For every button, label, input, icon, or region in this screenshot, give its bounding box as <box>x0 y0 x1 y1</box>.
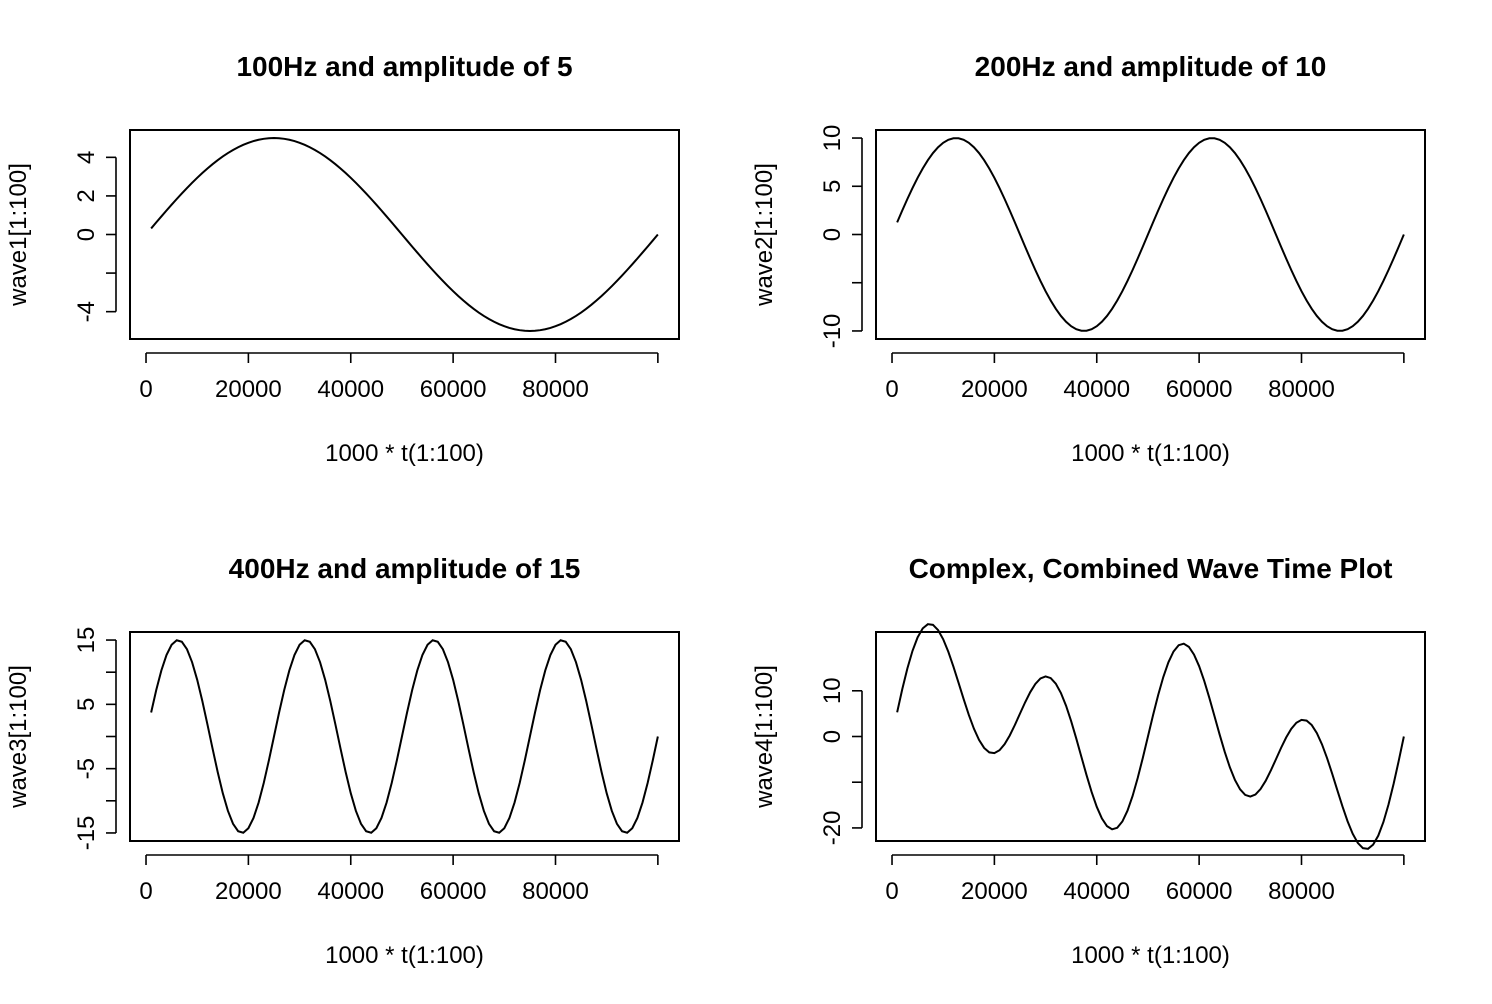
chart-title: Complex, Combined Wave Time Plot <box>909 553 1393 584</box>
x-tick-label: 40000 <box>317 376 384 403</box>
x-tick-label: 20000 <box>961 878 1028 905</box>
y-tick-label: 10 <box>819 125 846 152</box>
y-axis-label: wave3[1:100] <box>5 665 32 809</box>
y-tick-label: -5 <box>73 758 100 779</box>
x-tick-label: 20000 <box>215 878 282 905</box>
x-axis-label: 1000 * t(1:100) <box>1071 942 1230 969</box>
chart-title: 100Hz and amplitude of 5 <box>236 51 572 82</box>
x-tick-label: 0 <box>139 376 152 403</box>
x-tick-label: 60000 <box>1166 376 1233 403</box>
chart-panel-2: 200Hz and amplitude of 10 0 20000 40000 6000… <box>751 51 1426 467</box>
chart-title: 400Hz and amplitude of 15 <box>229 553 581 584</box>
y-tick-label: 4 <box>73 151 100 164</box>
x-tick-label: 0 <box>885 878 898 905</box>
x-axis-label: 1000 * t(1:100) <box>1071 440 1230 467</box>
x-tick-label: 60000 <box>420 376 487 403</box>
x-tick-label: 60000 <box>1166 878 1233 905</box>
x-tick-label: 40000 <box>317 878 384 905</box>
y-tick-label: -10 <box>819 314 846 349</box>
y-tick-label: 0 <box>819 228 846 241</box>
x-tick-label: 40000 <box>1063 878 1130 905</box>
x-tick-label: 80000 <box>522 878 589 905</box>
plot-frame <box>129 129 680 340</box>
series-line <box>150 639 659 834</box>
y-tick-label: -4 <box>73 301 100 322</box>
x-tick-label: 80000 <box>522 376 589 403</box>
plot-frame <box>129 631 680 842</box>
x-axis-label: 1000 * t(1:100) <box>325 440 484 467</box>
y-axis-label: wave1[1:100] <box>5 163 32 307</box>
plot-frame <box>875 631 1426 842</box>
x-axis-label: 1000 * t(1:100) <box>325 942 484 969</box>
x-tick-label: 20000 <box>961 376 1028 403</box>
y-tick-label: 0 <box>73 228 100 241</box>
chart-panel-4: Complex, Combined Wave Time Plot 0 20000 40… <box>751 553 1426 969</box>
plot-frame <box>875 129 1426 340</box>
chart-title: 200Hz and amplitude of 10 <box>975 51 1327 82</box>
x-tick-label: 0 <box>139 878 152 905</box>
y-tick-label: -15 <box>73 816 100 851</box>
x-tick-label: 40000 <box>1063 376 1130 403</box>
series-line <box>150 137 659 332</box>
x-tick-label: 20000 <box>215 376 282 403</box>
y-axis-label: wave4[1:100] <box>751 665 778 809</box>
y-axis-label: wave2[1:100] <box>751 163 778 307</box>
y-tick-label: 2 <box>73 189 100 202</box>
y-tick-label: 10 <box>819 677 846 704</box>
x-tick-label: 0 <box>885 376 898 403</box>
chart-panel-3: 400Hz and amplitude of 15 0 20000 40000 6000… <box>5 553 680 969</box>
y-tick-label: 15 <box>73 627 100 654</box>
y-tick-label: -20 <box>819 811 846 846</box>
y-tick-label: 5 <box>73 698 100 711</box>
x-tick-label: 60000 <box>420 878 487 905</box>
series-line <box>896 623 1405 850</box>
x-tick-label: 80000 <box>1268 878 1335 905</box>
chart-panel-1: 100Hz and amplitude of 5 0 20000 40000 60000… <box>5 51 680 467</box>
x-tick-label: 80000 <box>1268 376 1335 403</box>
y-tick-label: 5 <box>819 180 846 193</box>
y-tick-label: 0 <box>819 730 846 743</box>
series-line <box>896 137 1405 332</box>
